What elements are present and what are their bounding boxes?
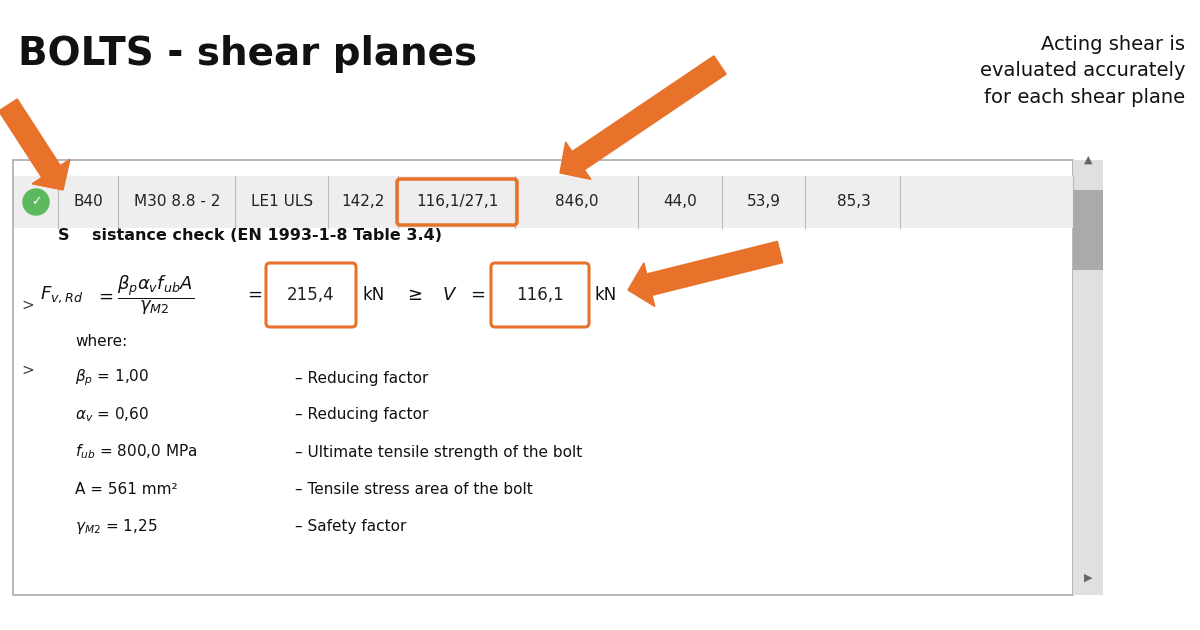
Text: B40: B40 bbox=[73, 195, 103, 210]
Text: $\beta_p$ = 1,00: $\beta_p$ = 1,00 bbox=[74, 368, 149, 388]
Text: ▲: ▲ bbox=[1084, 155, 1092, 165]
FancyArrow shape bbox=[560, 56, 726, 180]
Text: – Reducing factor: – Reducing factor bbox=[295, 408, 428, 423]
Text: BOLTS - shear planes: BOLTS - shear planes bbox=[18, 35, 478, 73]
FancyBboxPatch shape bbox=[1073, 160, 1103, 595]
Text: 142,2: 142,2 bbox=[341, 195, 385, 210]
Text: LE1 ULS: LE1 ULS bbox=[251, 195, 313, 210]
Text: Acting shear is
evaluated accurately
for each shear plane: Acting shear is evaluated accurately for… bbox=[979, 35, 1186, 107]
Text: =: = bbox=[247, 286, 263, 304]
Text: 44,0: 44,0 bbox=[664, 195, 697, 210]
FancyArrow shape bbox=[0, 99, 70, 190]
Text: 85,3: 85,3 bbox=[838, 195, 871, 210]
Text: 116,1/27,1: 116,1/27,1 bbox=[416, 195, 498, 210]
Circle shape bbox=[23, 189, 49, 215]
Text: ▶: ▶ bbox=[1084, 573, 1092, 583]
Text: S    sistance check (EN 1993-1-8 Table 3.4): S sistance check (EN 1993-1-8 Table 3.4) bbox=[58, 227, 442, 243]
Text: =: = bbox=[470, 286, 486, 304]
Text: $= \dfrac{\beta_p \alpha_v f_{ub} A}{\gamma_{M2}}$: $= \dfrac{\beta_p \alpha_v f_{ub} A}{\ga… bbox=[95, 273, 194, 317]
Text: – Safety factor: – Safety factor bbox=[295, 518, 407, 534]
Text: >: > bbox=[22, 362, 35, 377]
Text: kN: kN bbox=[362, 286, 384, 304]
Text: $f_{ub}$ = 800,0 MPa: $f_{ub}$ = 800,0 MPa bbox=[74, 443, 198, 461]
FancyBboxPatch shape bbox=[13, 176, 1073, 228]
Text: 116,1: 116,1 bbox=[516, 286, 564, 304]
FancyArrow shape bbox=[628, 241, 782, 306]
Text: where:: where: bbox=[74, 335, 127, 350]
Text: $V$: $V$ bbox=[443, 286, 457, 304]
Text: $\gamma_{M2}$ = 1,25: $\gamma_{M2}$ = 1,25 bbox=[74, 517, 157, 536]
Text: – Tensile stress area of the bolt: – Tensile stress area of the bolt bbox=[295, 481, 533, 496]
Text: $F_{v,Rd}$: $F_{v,Rd}$ bbox=[40, 285, 83, 306]
Text: – Reducing factor: – Reducing factor bbox=[295, 370, 428, 386]
Text: A = 561 mm²: A = 561 mm² bbox=[74, 481, 178, 496]
FancyBboxPatch shape bbox=[13, 160, 1073, 595]
Text: ≥: ≥ bbox=[408, 286, 422, 304]
Text: $\alpha_v$ = 0,60: $\alpha_v$ = 0,60 bbox=[74, 406, 149, 425]
Text: ✓: ✓ bbox=[31, 195, 41, 209]
Text: – Ultimate tensile strength of the bolt: – Ultimate tensile strength of the bolt bbox=[295, 445, 582, 459]
FancyBboxPatch shape bbox=[266, 263, 356, 327]
Text: M30 8.8 - 2: M30 8.8 - 2 bbox=[134, 195, 220, 210]
Text: 846,0: 846,0 bbox=[556, 195, 599, 210]
Text: kN: kN bbox=[595, 286, 617, 304]
Text: 215,4: 215,4 bbox=[287, 286, 335, 304]
FancyBboxPatch shape bbox=[1073, 190, 1103, 270]
Text: 53,9: 53,9 bbox=[746, 195, 781, 210]
FancyBboxPatch shape bbox=[491, 263, 589, 327]
Text: >: > bbox=[22, 297, 35, 312]
